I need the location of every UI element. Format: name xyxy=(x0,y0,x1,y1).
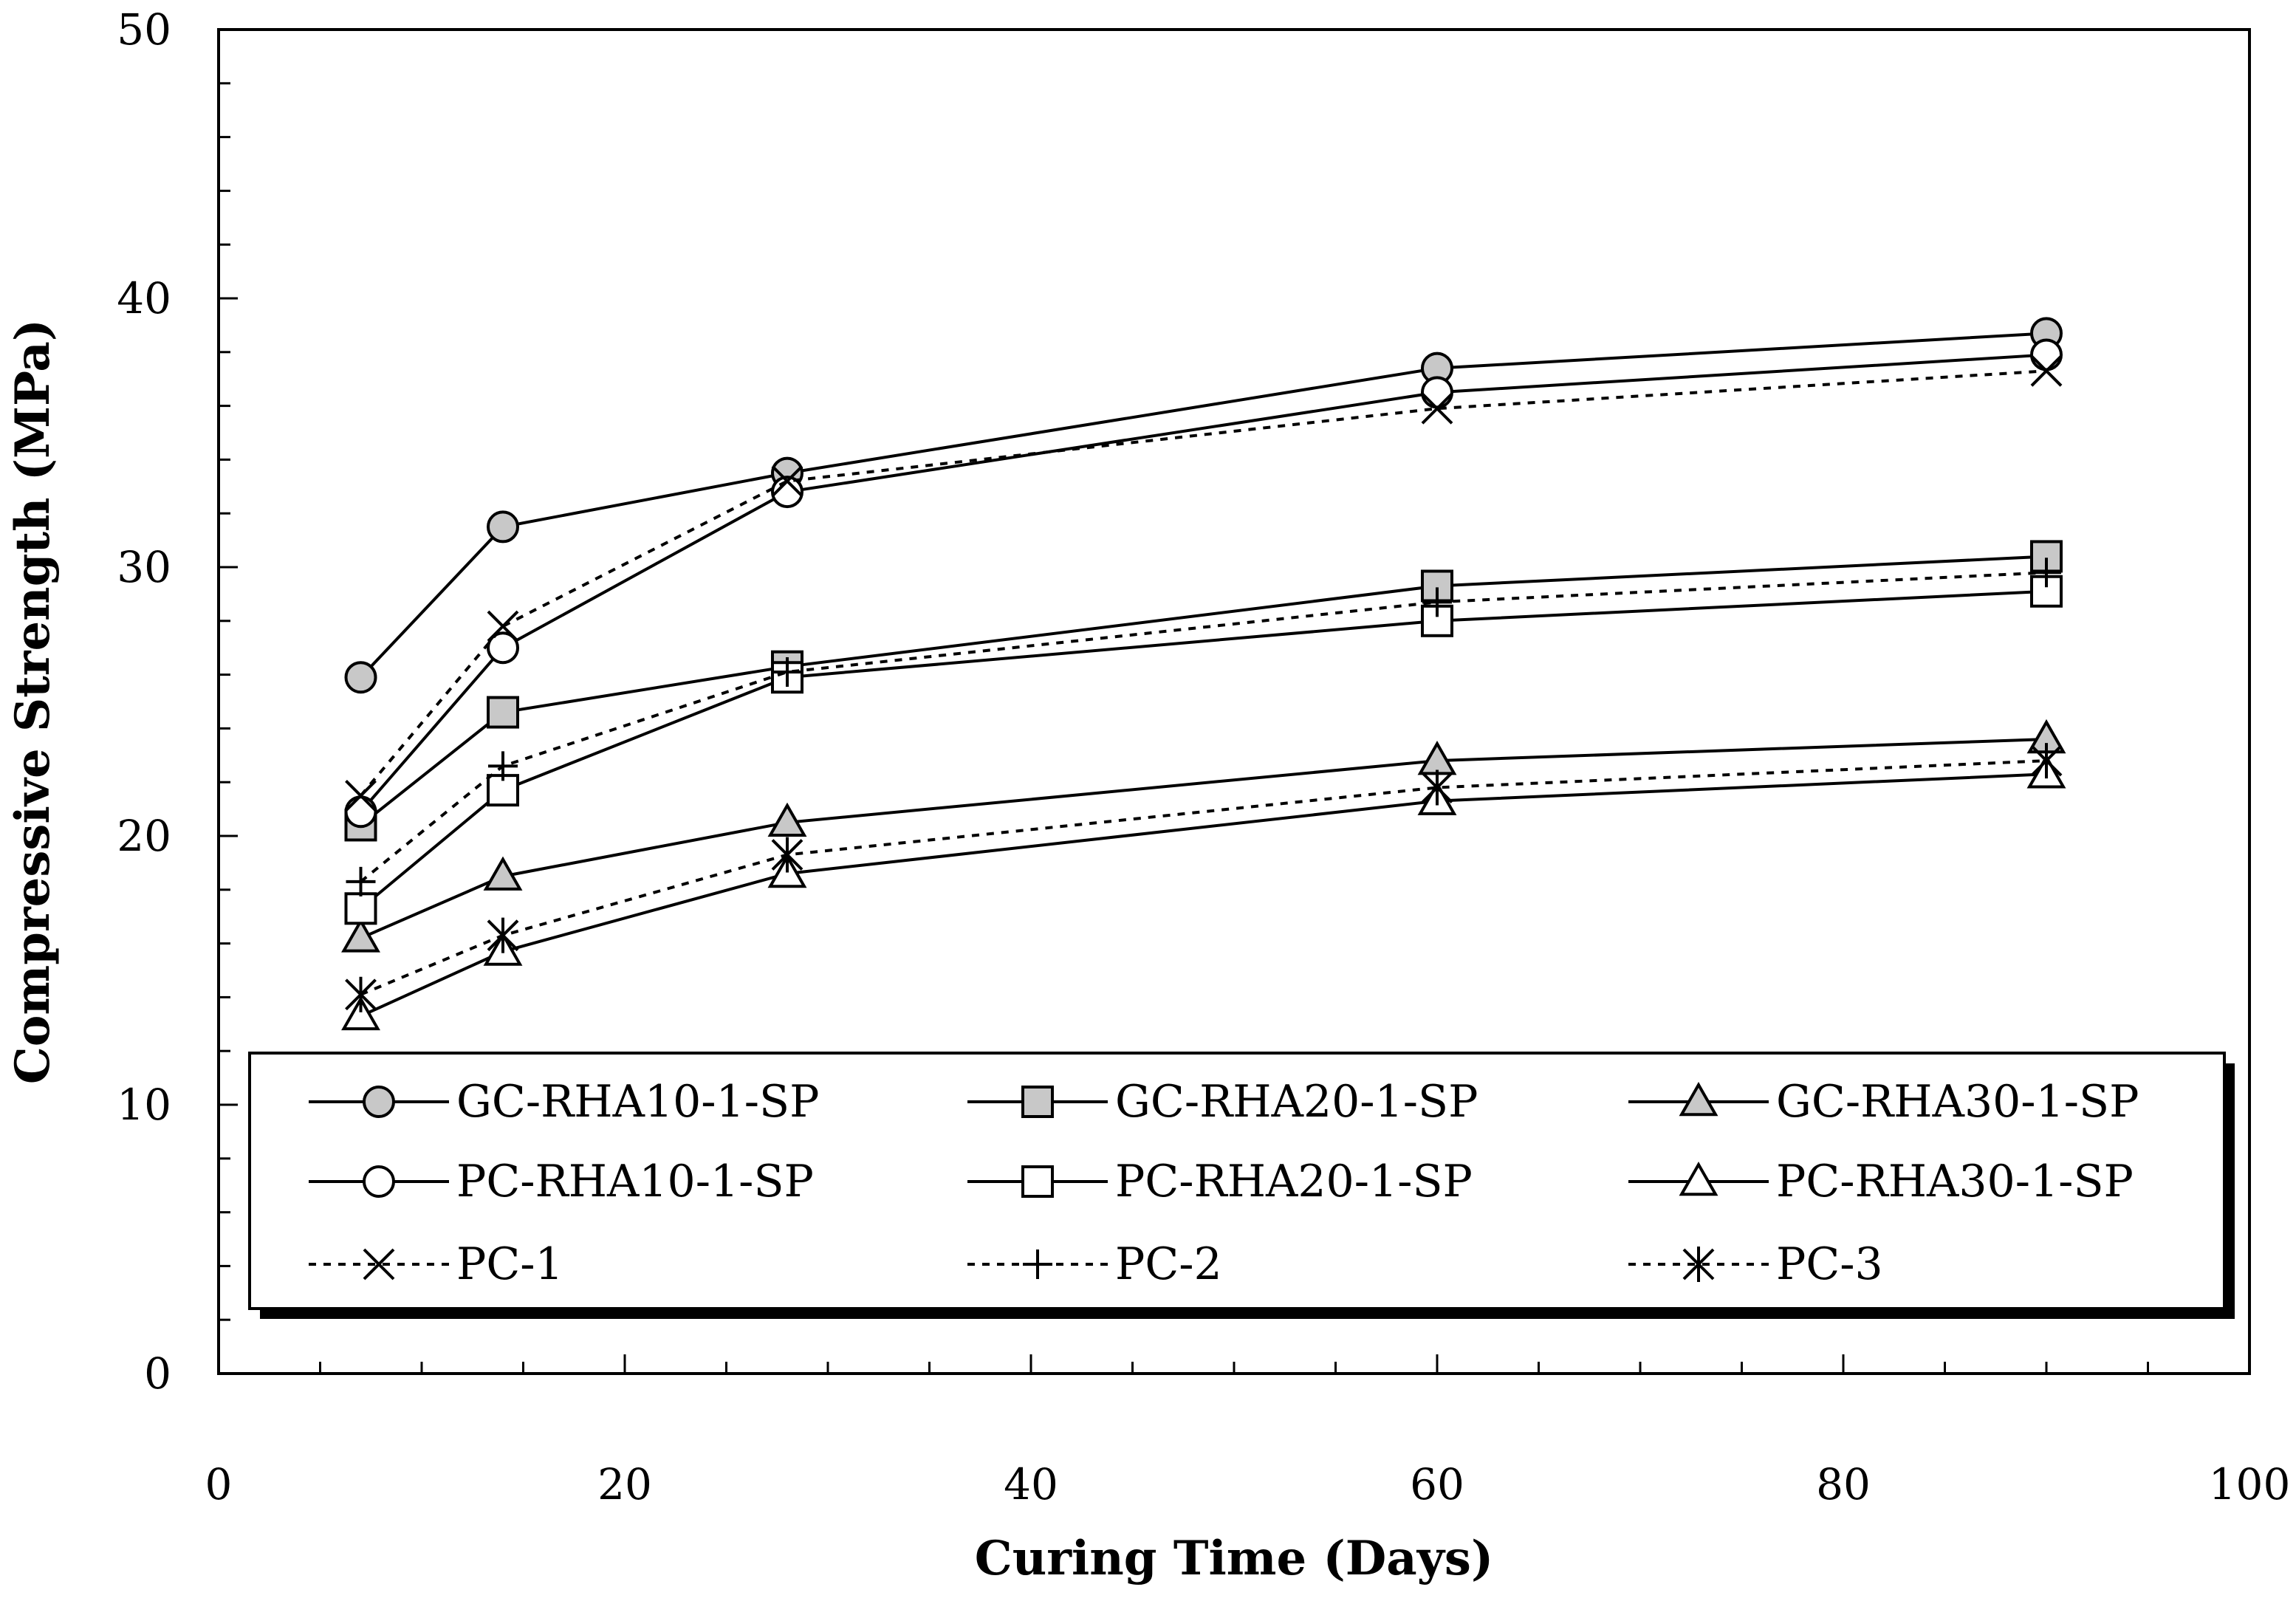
legend-item: PC-RHA30-1-SP xyxy=(1628,1156,2134,1207)
data-point xyxy=(2030,354,2063,387)
legend-marker xyxy=(363,1165,395,1198)
data-point xyxy=(771,837,803,873)
legend-label: PC-RHA20-1-SP xyxy=(1115,1156,1473,1207)
data-point xyxy=(487,631,519,665)
data-point xyxy=(346,866,376,897)
x-tick-label: 20 xyxy=(597,1459,652,1509)
legend-marker xyxy=(363,1248,395,1281)
legend-label: PC-3 xyxy=(1776,1238,1883,1290)
data-point xyxy=(1421,376,1453,409)
x-tick-label: 80 xyxy=(1816,1459,1871,1509)
legend-item: PC-RHA20-1-SP xyxy=(967,1156,1473,1207)
y-tick-label: 50 xyxy=(117,4,171,55)
legend-marker xyxy=(363,1086,395,1118)
series-pc-3 xyxy=(345,743,2063,1012)
data-point xyxy=(488,751,518,781)
axis-ticks: 0 20 40 60 80 100 0 10 20 30 40 50 xyxy=(117,4,2290,1509)
legend-item: PC-RHA10-1-SP xyxy=(309,1156,814,1207)
x-tick-label: 0 xyxy=(205,1459,233,1509)
data-point xyxy=(483,856,523,891)
data-point xyxy=(344,892,377,925)
data-point xyxy=(2030,743,2063,779)
legend-item: GC-RHA30-1-SP xyxy=(1628,1076,2139,1128)
y-tick-label: 40 xyxy=(117,273,171,323)
y-tick-label: 10 xyxy=(117,1080,171,1130)
legend-item: GC-RHA10-1-SP xyxy=(309,1076,819,1128)
legend-box xyxy=(248,1052,2226,1310)
data-point xyxy=(345,976,377,1012)
y-axis-title: Compressive Strength (MPa) xyxy=(5,319,61,1084)
y-tick-label: 0 xyxy=(144,1348,171,1399)
series-pc-2 xyxy=(346,558,2061,897)
x-axis-title: Curing Time (Days) xyxy=(975,1531,1493,1586)
legend-marker xyxy=(1679,1161,1718,1196)
data-point xyxy=(1422,587,1452,617)
data-point xyxy=(345,779,377,812)
data-point xyxy=(344,795,377,829)
data-point xyxy=(344,661,377,694)
legend-item: GC-RHA20-1-SP xyxy=(967,1076,1478,1128)
x-tick-label: 60 xyxy=(1410,1459,1464,1509)
data-point xyxy=(487,917,519,953)
x-tick-label: 100 xyxy=(2209,1459,2291,1509)
legend-marker xyxy=(1021,1165,1054,1198)
legend-label: PC-1 xyxy=(456,1238,563,1290)
legend-label: GC-RHA20-1-SP xyxy=(1115,1076,1478,1128)
series-pc-rha30-1-sp xyxy=(341,754,2066,1031)
x-tick-label: 40 xyxy=(1004,1459,1058,1509)
legend-label: GC-RHA10-1-SP xyxy=(456,1076,819,1128)
data-point xyxy=(1421,769,1453,806)
data-point xyxy=(767,802,807,837)
data-point xyxy=(487,610,519,642)
legend-label: GC-RHA30-1-SP xyxy=(1776,1076,2139,1128)
legend-item: PC-2 xyxy=(967,1238,1222,1290)
legend-label: PC-RHA30-1-SP xyxy=(1776,1156,2134,1207)
series-line xyxy=(360,571,2047,883)
data-point xyxy=(771,465,803,497)
legend-label: PC-RHA10-1-SP xyxy=(456,1156,814,1207)
legend: GC-RHA10-1-SP GC-RHA20-1-SP GC-RHA30-1-SP P… xyxy=(248,1052,2235,1319)
y-tick-label: 30 xyxy=(117,542,171,592)
legend-marker xyxy=(1021,1086,1054,1118)
data-point xyxy=(2030,338,2063,371)
legend-marker xyxy=(1023,1249,1052,1279)
data-point xyxy=(341,918,380,953)
data-point xyxy=(341,995,380,1031)
legend-marker xyxy=(1682,1247,1715,1282)
legend-item: PC-1 xyxy=(309,1238,563,1290)
series-pc-1 xyxy=(345,354,2063,812)
data-point xyxy=(1421,392,1453,425)
data-point xyxy=(487,696,519,729)
data-point xyxy=(772,656,802,687)
legend-marker xyxy=(1679,1081,1718,1117)
legend-item: PC-3 xyxy=(1628,1238,1883,1290)
series-layer xyxy=(341,317,2066,1031)
legend-label: PC-2 xyxy=(1115,1238,1222,1290)
data-point xyxy=(2032,558,2061,588)
y-tick-label: 20 xyxy=(117,811,171,861)
data-point xyxy=(487,510,519,544)
